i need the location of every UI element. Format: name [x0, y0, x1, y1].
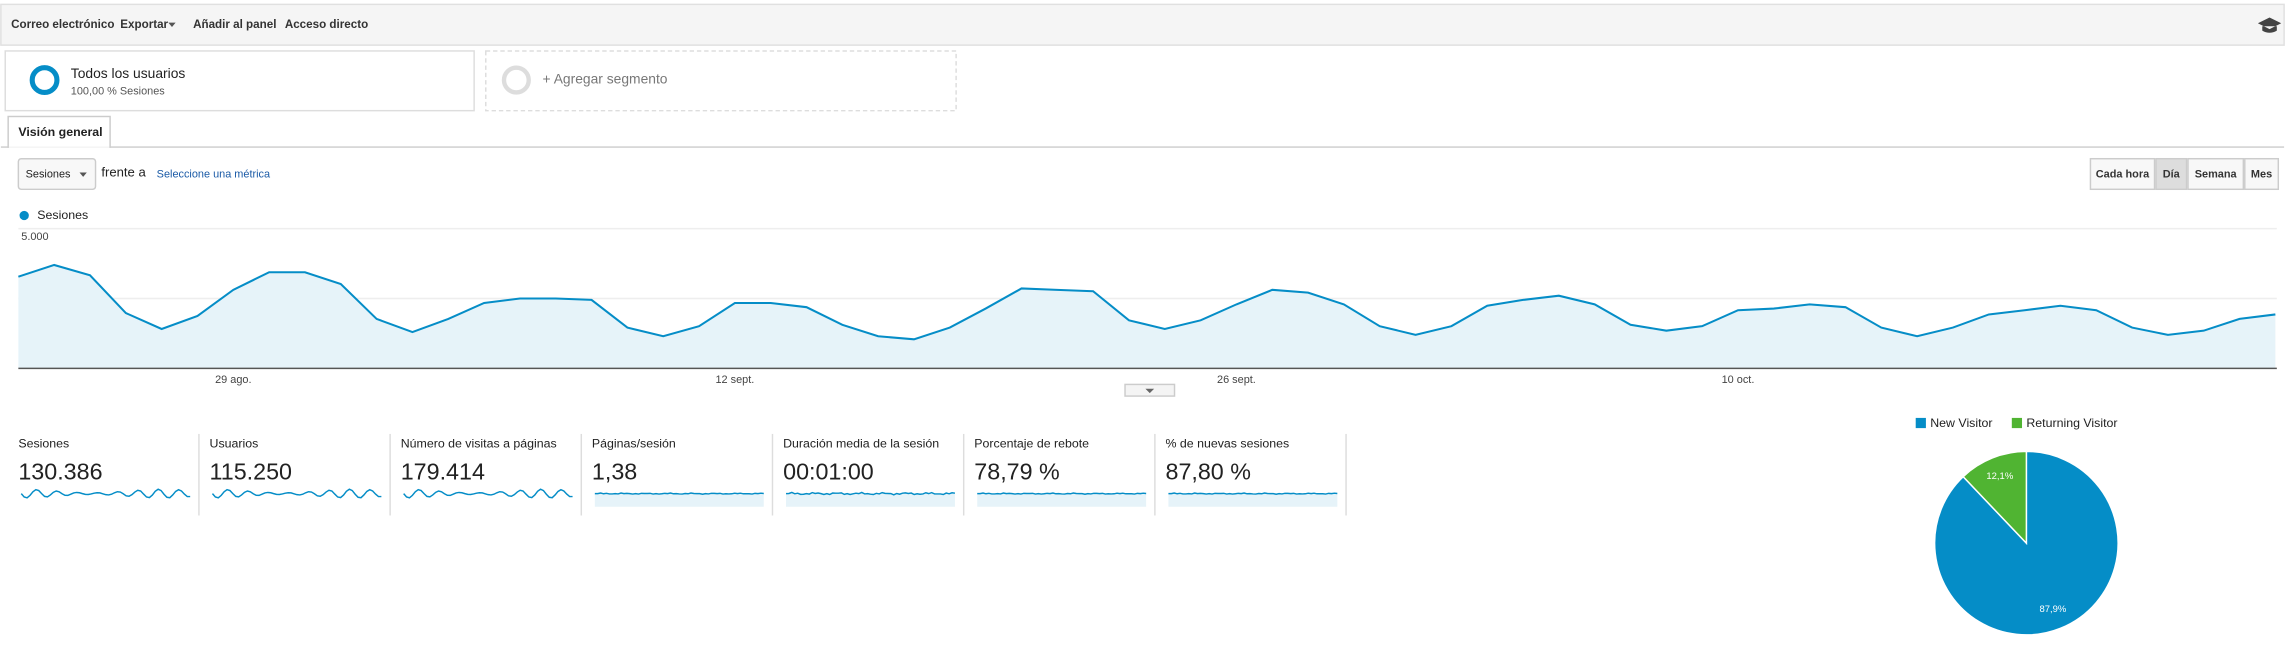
metric-select-label: Sesiones — [26, 169, 71, 181]
series-line — [18, 263, 2276, 341]
toolbar-email[interactable]: Correo electrónico — [11, 18, 114, 31]
sparkline — [403, 488, 573, 499]
legend-label[interactable]: Returning Visitor — [2026, 416, 2117, 430]
segment-detail: 100,00 % Sesiones — [71, 86, 166, 98]
compare-metric-link[interactable]: Seleccione una métrica — [157, 169, 271, 181]
legend-swatch — [1915, 417, 1926, 429]
toolbar-dashboard[interactable]: Añadir al panel — [193, 18, 276, 31]
scorecard-value: 179.414 — [401, 458, 485, 484]
pie-slice — [1962, 450, 2028, 545]
dropdown-arrow — [168, 22, 176, 27]
x-tick-label: 26 sept. — [1217, 374, 1256, 386]
scorecards: Sesiones 130.386 Usuarios 115.250 Número de … — [18, 433, 1347, 516]
sparkline — [977, 492, 1147, 495]
scorecard-label: Usuarios — [210, 436, 259, 450]
granularity-button[interactable] — [2187, 157, 2245, 191]
granularity-button[interactable] — [2244, 157, 2280, 191]
scorecard-value: 78,79 % — [974, 458, 1059, 484]
legend-label: Sesiones — [37, 208, 88, 222]
sparkline-area — [977, 493, 1147, 507]
toolbar-export[interactable]: Exportar — [120, 18, 168, 31]
granularity-label: Día — [2163, 169, 2181, 181]
segment-icon — [29, 65, 60, 96]
legend-swatch — [2011, 417, 2023, 429]
sparkline-area — [786, 492, 955, 507]
add-segment-label: + Agregar segmento — [543, 71, 668, 87]
scorecard-label: % de nuevas sesiones — [1166, 436, 1290, 450]
segment-card[interactable] — [4, 50, 475, 112]
granularity-label: Semana — [2195, 169, 2238, 181]
scorecard-label: Porcentaje de rebote — [974, 436, 1089, 450]
legend-dot — [19, 210, 29, 221]
academy-icon[interactable] — [2257, 17, 2282, 33]
sparkline — [594, 492, 764, 495]
segment-name: Todos los usuarios — [71, 65, 186, 81]
sparkline-area — [594, 493, 764, 507]
x-tick-label: 29 ago. — [215, 374, 251, 386]
slice-label: 87,9% — [2040, 604, 2067, 615]
granularity-button[interactable] — [2155, 157, 2188, 191]
x-tick-label: 12 sept. — [715, 374, 754, 386]
pie-chart: 87,9% New Visitor 12,1% Returning Visitor — [1915, 416, 2119, 636]
scorecard-value: 115.250 — [210, 458, 292, 484]
sparkline-area — [1168, 493, 1338, 507]
sparkline — [786, 491, 956, 496]
toolbar-shortcut[interactable]: Acceso directo — [285, 18, 368, 31]
sparkline — [20, 488, 191, 499]
dropdown-arrow — [79, 172, 87, 177]
toolbar — [0, 3, 2285, 46]
versus-label: frente a — [101, 165, 146, 180]
add-segment[interactable] — [485, 50, 957, 112]
scorecard-value: 00:01:00 — [783, 458, 874, 484]
sparkline — [1168, 492, 1338, 495]
tab-label: Visión general — [18, 125, 102, 139]
scorecard-value: 130.386 — [18, 458, 102, 484]
granularity-label: Mes — [2251, 169, 2272, 181]
metric-select[interactable] — [17, 157, 97, 191]
scorecard-label: Páginas/sesión — [592, 436, 676, 450]
granularity-group: Cada hora Día Semana Mes — [2089, 157, 2280, 191]
granularity-button[interactable] — [2089, 157, 2156, 191]
slice-label: 12,1% — [1986, 471, 2013, 482]
legend-label[interactable]: New Visitor — [1930, 416, 1992, 430]
series-area — [18, 264, 2276, 369]
add-segment-icon — [501, 65, 531, 95]
x-tick-label: 10 oct. — [1722, 374, 1755, 386]
scorecard-value: 87,80 % — [1166, 458, 1251, 484]
scorecard-label: Duración media de la sesión — [783, 436, 939, 450]
granularity-label: Cada hora — [2096, 169, 2150, 181]
scorecard-label: Número de visitas a páginas — [401, 436, 557, 450]
y-tick-label: 5.000 — [21, 231, 48, 243]
sparkline — [211, 488, 382, 499]
scorecard-label: Sesiones — [18, 436, 69, 450]
toggle-arrow — [1145, 388, 1155, 394]
scorecard-value: 1,38 — [592, 458, 637, 484]
